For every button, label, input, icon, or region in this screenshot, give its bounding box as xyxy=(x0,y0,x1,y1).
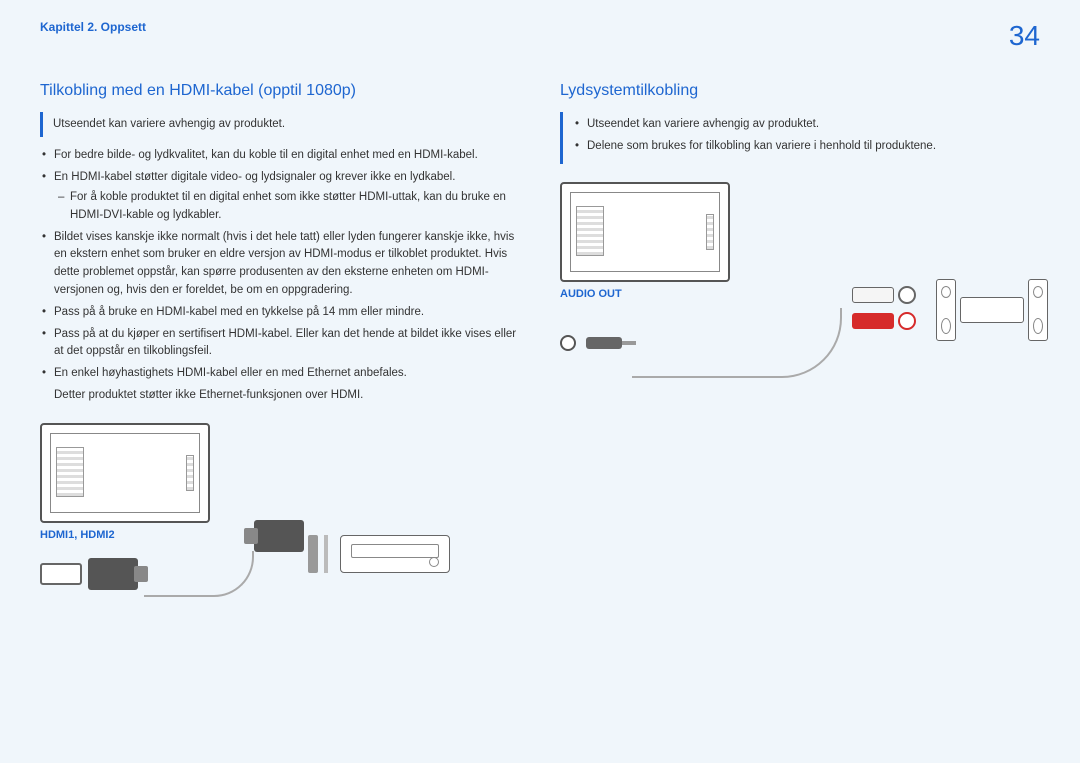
slot-icon xyxy=(308,535,318,573)
bullet-text: En enkel høyhastighets HDMI-kabel eller … xyxy=(54,367,407,379)
sub-bullet-list: For å koble produktet til en digital enh… xyxy=(54,189,520,225)
page-header: Kapittel 2. Oppsett 34 xyxy=(40,20,1040,52)
tv-rear-icon xyxy=(40,423,210,523)
mini-plug-icon xyxy=(586,337,622,349)
left-column: Tilkobling med en HDMI-kabel (opptil 108… xyxy=(40,82,520,597)
right-column: Lydsystemtilkobling Utseendet kan varier… xyxy=(560,82,1048,597)
hdmi-connector-icon xyxy=(254,520,304,552)
bullet-item: En HDMI-kabel støtter digitale video- og… xyxy=(40,169,520,224)
bullet-item: Bildet vises kanskje ikke normalt (hvis … xyxy=(40,229,520,300)
chapter-label: Kapittel 2. Oppsett xyxy=(40,20,146,34)
bullet-item: For bedre bilde- og lydkvalitet, kan du … xyxy=(40,147,520,165)
cable-icon xyxy=(144,551,254,597)
speaker-icon xyxy=(936,279,956,341)
sub-bullet-item: For å koble produktet til en digital enh… xyxy=(54,189,520,225)
hdmi-port-icon xyxy=(40,563,82,585)
bullet-text: En HDMI-kabel støtter digitale video- og… xyxy=(54,171,455,183)
audio-diagram: AUDIO OUT xyxy=(560,182,1048,378)
trailing-line: Detter produktet støtter ikke Ethernet-f… xyxy=(40,387,520,405)
audio-note-box: Utseendet kan variere avhengig av produk… xyxy=(560,112,1048,164)
rca-white-icon xyxy=(852,286,916,304)
audio-cable-row xyxy=(560,308,1048,378)
sub-bullet-text: For å koble produktet til en digital enh… xyxy=(70,191,506,221)
bullet-text: Pass på at du kjøper en sertifisert HDMI… xyxy=(54,328,516,358)
bullet-text: Bildet vises kanskje ikke normalt (hvis … xyxy=(54,231,514,296)
hdmi-note-text: Utseendet kan variere avhengig av produk… xyxy=(53,118,285,130)
note-line: Utseendet kan variere avhengig av produk… xyxy=(573,116,1048,134)
hdmi-section-title: Tilkobling med en HDMI-kabel (opptil 108… xyxy=(40,82,520,100)
rca-connectors xyxy=(852,286,916,330)
bullet-text: Pass på å bruke en HDMI-kabel med en tyk… xyxy=(54,306,424,318)
page-number: 34 xyxy=(1009,20,1040,52)
hdmi-bullet-list: For bedre bilde- og lydkvalitet, kan du … xyxy=(40,147,520,383)
rca-red-icon xyxy=(852,312,916,330)
bullet-item: Pass på at du kjøper en sertifisert HDMI… xyxy=(40,326,520,362)
amplifier-icon xyxy=(960,297,1024,323)
bullet-item: En enkel høyhastighets HDMI-kabel eller … xyxy=(40,365,520,383)
note-line: Delene som brukes for tilkobling kan var… xyxy=(573,138,1048,156)
manual-page: Kapittel 2. Oppsett 34 Tilkobling med en… xyxy=(0,0,1080,763)
player-device-icon xyxy=(340,535,450,573)
note-text: Utseendet kan variere avhengig av produk… xyxy=(587,118,819,130)
hdmi-diagram: HDMI1, HDMI2 xyxy=(40,423,520,597)
slot-icon xyxy=(324,535,328,573)
tv-rear-icon xyxy=(560,182,730,282)
cable-icon xyxy=(632,308,842,378)
content-columns: Tilkobling med en HDMI-kabel (opptil 108… xyxy=(40,82,1040,597)
audio-section-title: Lydsystemtilkobling xyxy=(560,82,1048,100)
speaker-icon xyxy=(1028,279,1048,341)
audio-jack-icon xyxy=(560,335,576,351)
hdmi-cable-row xyxy=(40,551,520,597)
note-text: Delene som brukes for tilkobling kan var… xyxy=(587,140,936,152)
hdmi-connector-icon xyxy=(88,558,138,590)
bullet-item: Pass på å bruke en HDMI-kabel med en tyk… xyxy=(40,304,520,322)
bullet-text: For bedre bilde- og lydkvalitet, kan du … xyxy=(54,149,478,161)
hdmi-note-box: Utseendet kan variere avhengig av produk… xyxy=(40,112,520,137)
